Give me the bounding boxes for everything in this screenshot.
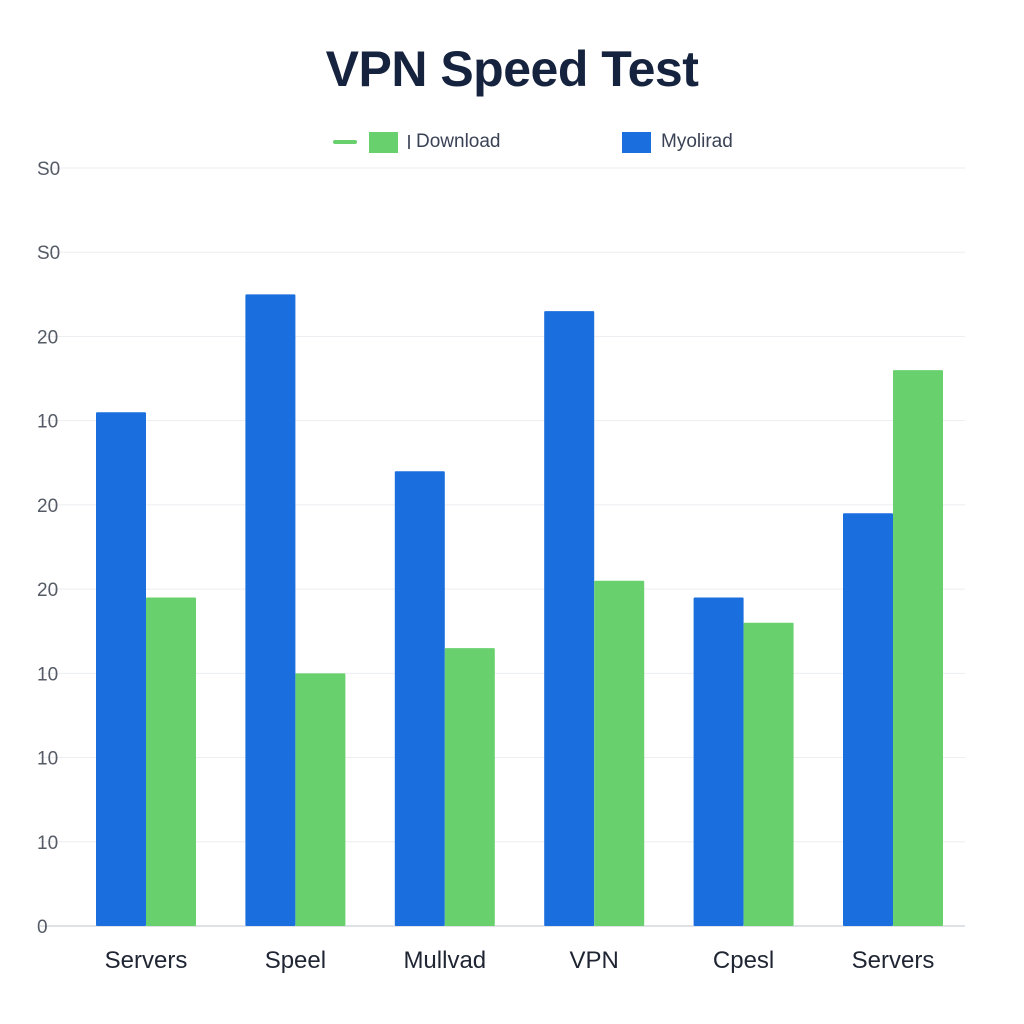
y-tick-label: 0 [37, 917, 48, 938]
x-tick-label: Servers [105, 947, 188, 974]
bar-download [444, 648, 495, 926]
x-tick-label: Speel [265, 947, 326, 974]
legend-swatch-upload [622, 131, 651, 153]
y-tick-label: 20 [37, 496, 58, 517]
bar-upload [394, 471, 445, 926]
bar-download [743, 622, 794, 926]
legend-label-upload: Myolirad [661, 131, 733, 152]
y-tick-label: 20 [37, 327, 58, 348]
bar-download [146, 597, 196, 926]
legend-item-download[interactable]: Download [333, 128, 501, 156]
legend: Download Myolirad [0, 128, 1024, 160]
bar-download [594, 580, 645, 926]
legend-label-download: Download [416, 131, 501, 152]
bar-upload [843, 513, 893, 926]
x-tick-label: Servers [852, 947, 935, 974]
y-tick-label: 10 [37, 412, 58, 433]
bar-download [893, 370, 943, 927]
legend-line-marker [333, 140, 357, 144]
y-tick-label: 10 [37, 664, 58, 685]
x-tick-label: Mullvad [403, 947, 486, 974]
legend-swatch-download [369, 131, 398, 153]
legend-item-upload[interactable]: Myolirad [622, 128, 733, 156]
x-tick-label: VPN [570, 947, 619, 974]
bar-upload [544, 311, 595, 927]
bar-upload [693, 597, 744, 926]
bar-download [295, 673, 346, 926]
chart-title: VPN Speed Test [325, 41, 699, 97]
bar-upload [245, 294, 296, 926]
y-tick-label: 10 [37, 833, 58, 854]
x-tick-label: Cpesl [713, 947, 774, 974]
legend-cursor-mark [408, 135, 410, 149]
y-tick-label: 20 [37, 580, 58, 601]
bar-upload [96, 412, 146, 926]
y-tick-label: S0 [37, 243, 60, 264]
y-tick-label: S0 [37, 159, 60, 180]
y-tick-label: 10 [37, 749, 58, 770]
